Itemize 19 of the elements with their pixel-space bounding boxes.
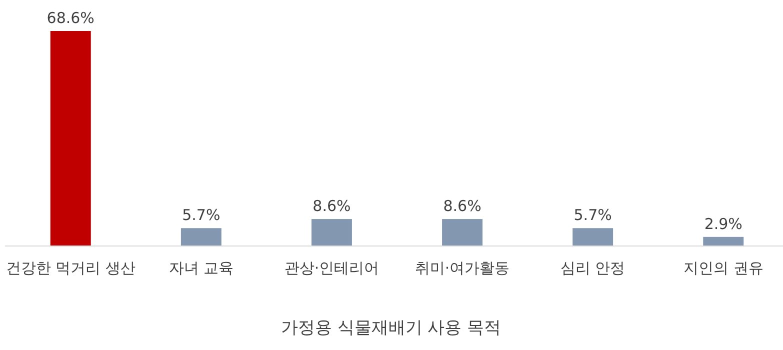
x-tick-label: 자녀 교육 [168,259,234,277]
x-axis-title: 가정용 식물재배기 사용 목적 [280,318,502,338]
bar [180,228,222,246]
bar [572,228,614,246]
bar [442,219,483,246]
data-label: 2.9% [704,214,742,233]
bar [703,236,744,246]
data-label: 8.6% [443,197,482,216]
data-label: 68.6% [46,9,94,27]
data-label: 8.6% [312,197,351,216]
x-tick-label: 지인의 권유 [683,259,764,277]
x-tick-label: 건강한 먹거리 생산 [6,259,136,277]
x-tick-label: 관상·인테리어 [284,259,380,277]
data-label: 5.7% [574,206,612,224]
bar [50,31,91,246]
x-tick-label: 취미·여가활동 [414,259,510,277]
bar [311,219,352,246]
data-label: 5.7% [182,206,220,224]
x-tick-label: 심리 안정 [560,259,626,277]
